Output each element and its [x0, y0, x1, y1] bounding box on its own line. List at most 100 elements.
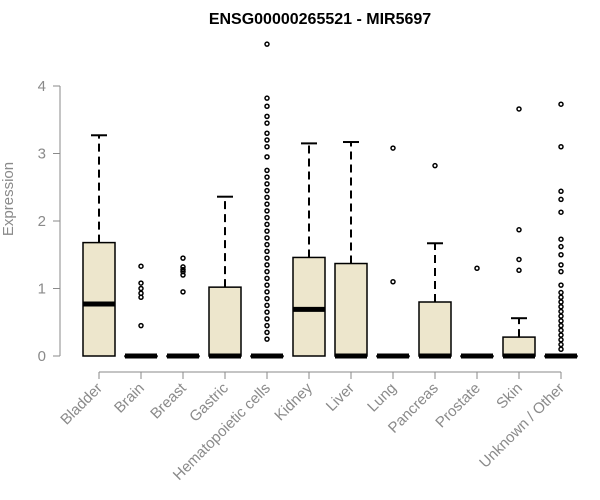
y-axis-label: Expression [0, 162, 17, 236]
x-tick-label: Prostate [432, 380, 484, 432]
outlier-point [264, 302, 270, 309]
outlier-point [264, 154, 270, 160]
y-tick-label: 1 [38, 281, 46, 298]
y-axis: 0 1 2 3 4 [38, 78, 61, 365]
outlier-point [390, 279, 396, 285]
outlier-point [558, 299, 564, 305]
outlier-point [264, 282, 270, 288]
outlier-point [264, 275, 270, 282]
x-tick-label: Lung [364, 380, 400, 416]
outlier-point [558, 337, 564, 343]
outlier-point [264, 95, 270, 101]
box-group [502, 106, 536, 359]
outlier-point [516, 227, 522, 233]
outlier-point [558, 318, 564, 324]
outlier-point [264, 144, 270, 150]
outlier-point [138, 290, 144, 296]
y-tick-label: 4 [38, 78, 46, 95]
box [292, 256, 326, 357]
outlier-point [558, 322, 564, 329]
outlier-point [558, 294, 564, 301]
outlier-point [432, 162, 438, 169]
box-group [208, 195, 242, 359]
outlier-point [138, 280, 144, 286]
box-group [82, 134, 116, 357]
box-group [250, 41, 284, 359]
outlier-point [390, 145, 396, 151]
outlier-point [264, 309, 270, 315]
outlier-point [264, 214, 270, 221]
outlier-point [264, 187, 270, 194]
outlier-point [180, 289, 186, 295]
outlier-point [264, 167, 270, 174]
outlier-point [558, 268, 564, 275]
box [82, 241, 116, 357]
outlier-point [264, 316, 270, 322]
outlier-point [558, 243, 564, 250]
box-series [82, 41, 578, 359]
outlier-point [264, 113, 270, 120]
x-tick-label: Skin [493, 380, 526, 413]
outlier-point [558, 252, 564, 258]
outlier-point [558, 327, 564, 334]
outlier-point [264, 295, 270, 302]
box-group [418, 162, 452, 359]
x-tick-label: Bladder [57, 380, 106, 429]
outlier-point [264, 241, 270, 248]
outlier-point [558, 346, 564, 352]
x-tick-label: Brain [111, 380, 148, 417]
x-tick-label: Liver [323, 380, 358, 415]
box-group [334, 141, 368, 359]
outlier-point [516, 267, 522, 274]
box-group [124, 263, 158, 359]
chart-title: ENSG00000265521 - MIR5697 [209, 11, 431, 28]
outlier-point [558, 282, 564, 288]
outlier-point [558, 303, 564, 310]
outlier-point [180, 264, 186, 270]
box [334, 262, 368, 357]
box [418, 301, 452, 357]
outlier-point [264, 130, 270, 136]
outlier-point [558, 262, 564, 268]
box-group [544, 101, 578, 359]
outlier-point [474, 265, 480, 271]
outlier-point [264, 255, 270, 261]
outlier-point [264, 194, 270, 201]
box-group [292, 142, 326, 357]
outlier-point [516, 106, 522, 112]
outlier-point [138, 322, 144, 329]
outlier-point [558, 101, 564, 107]
outlier-point [558, 308, 564, 315]
outlier-point [264, 137, 270, 143]
outlier-point [264, 103, 270, 109]
outlier-point [264, 201, 270, 207]
y-tick-label: 3 [38, 146, 46, 163]
outlier-point [264, 120, 270, 126]
outlier-point [558, 236, 564, 242]
outlier-point [558, 341, 564, 348]
box-group [460, 265, 494, 359]
box [208, 286, 242, 357]
outlier-point [264, 174, 270, 180]
outlier-point [264, 262, 270, 268]
outlier-point [264, 235, 270, 241]
outlier-point [264, 289, 270, 295]
outlier-point [264, 248, 270, 255]
outlier-point [180, 255, 186, 261]
box [502, 336, 536, 357]
outlier-point [264, 336, 270, 342]
outlier-point [558, 196, 564, 203]
outlier-point [264, 208, 270, 214]
outlier-point [558, 144, 564, 150]
outlier-point [264, 181, 270, 187]
outlier-point [264, 268, 270, 275]
outlier-point [138, 285, 144, 292]
box-group [166, 255, 200, 359]
outlier-point [180, 266, 186, 273]
y-tick-label: 2 [38, 213, 46, 230]
outlier-point [558, 313, 564, 319]
outlier-point [264, 228, 270, 234]
outlier-point [264, 41, 270, 47]
